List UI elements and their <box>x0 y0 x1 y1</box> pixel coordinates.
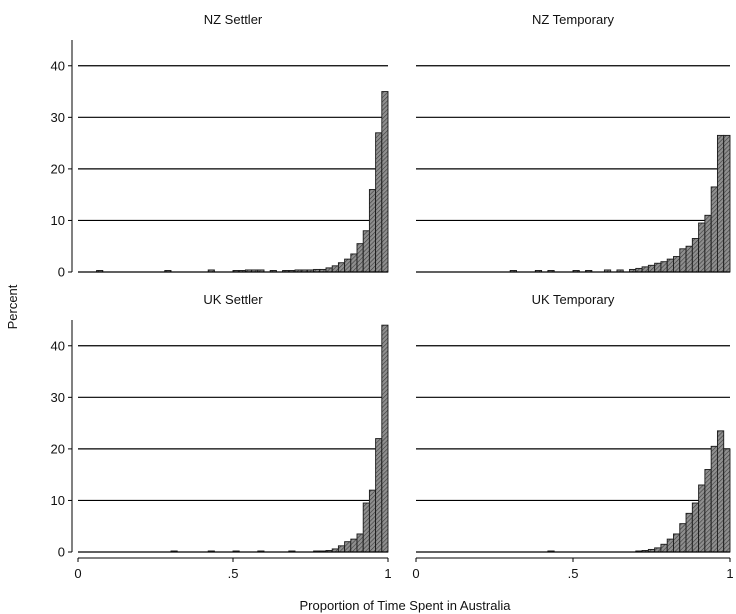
x-tick-label: .5 <box>228 566 239 581</box>
histogram-bar <box>356 243 364 273</box>
y-axis-label: Percent <box>5 284 20 329</box>
histogram-bar <box>368 189 377 273</box>
histogram-bar <box>375 438 383 553</box>
panel-title: UK Temporary <box>532 292 615 307</box>
y-tick-label: 30 <box>51 390 65 405</box>
histogram-bar <box>716 134 725 273</box>
histogram-bar <box>679 248 687 273</box>
histogram-bar <box>716 430 725 553</box>
x-tick-label: 0 <box>74 566 81 581</box>
panel-title: NZ Temporary <box>532 12 615 27</box>
y-tick-label: 10 <box>51 213 65 228</box>
histogram-bar <box>691 238 700 273</box>
y-tick-label: 10 <box>51 493 65 508</box>
histogram-bar <box>710 445 718 553</box>
histogram-bar <box>685 245 693 273</box>
histogram-bar <box>673 533 681 553</box>
histogram-bar <box>660 261 668 273</box>
x-axis-label: Proportion of Time Spent in Australia <box>299 598 511 613</box>
histogram-bar <box>331 265 339 273</box>
panel-title: UK Settler <box>203 292 263 307</box>
histogram-bar <box>723 134 731 273</box>
histogram-bar <box>698 484 706 553</box>
histogram-bar <box>723 448 731 553</box>
histogram-bar <box>691 502 700 553</box>
histogram-bar <box>381 91 389 273</box>
histogram-bar <box>350 538 358 553</box>
histogram-bar <box>368 489 377 553</box>
x-tick-label: 0 <box>412 566 419 581</box>
histogram-bar <box>654 547 662 553</box>
y-tick-label: 0 <box>58 265 65 280</box>
histogram-bar <box>362 502 370 553</box>
y-tick-label: 20 <box>51 161 65 176</box>
x-tick-label: 1 <box>384 566 391 581</box>
histogram-panel: UK Temporary 0 .5 1 <box>412 292 733 581</box>
panel-title: NZ Settler <box>204 12 263 27</box>
histogram-bar <box>654 262 662 273</box>
histogram-bar <box>362 230 370 273</box>
histogram-bar <box>337 545 346 553</box>
histogram-bar <box>685 512 693 553</box>
histogram-bar <box>325 267 333 273</box>
histogram-bar <box>375 132 383 273</box>
histogram-bar <box>647 264 656 273</box>
histogram-bar <box>666 538 674 553</box>
histogram-bar <box>344 541 352 553</box>
y-tick-label: 0 <box>58 545 65 560</box>
histogram-bar <box>337 262 346 273</box>
histogram-bar <box>641 266 649 273</box>
x-tick-label: .5 <box>568 566 579 581</box>
histogram-bar <box>381 324 389 553</box>
histogram-bar <box>344 258 352 273</box>
histogram-bar <box>704 214 712 273</box>
histogram-bar <box>350 253 358 273</box>
histogram-panel: NZ Settler 0 10 20 30 40 <box>51 12 389 280</box>
histogram-panel: NZ Temporary <box>416 12 731 273</box>
histogram-bar <box>356 533 364 553</box>
histogram-bar <box>666 258 674 273</box>
histogram-bar <box>679 523 687 553</box>
histogram-bar <box>673 256 681 273</box>
histogram-bar <box>704 469 712 553</box>
histogram-panel: UK Settler 0 10 20 30 40 0 .5 1 <box>51 292 392 581</box>
y-tick-label: 40 <box>51 338 65 353</box>
y-tick-label: 30 <box>51 110 65 125</box>
x-tick-label: 1 <box>726 566 733 581</box>
y-tick-label: 20 <box>51 441 65 456</box>
histogram-bar <box>710 186 718 273</box>
histogram-bar <box>660 543 668 553</box>
y-tick-label: 40 <box>51 58 65 73</box>
histogram-bar <box>698 222 706 273</box>
